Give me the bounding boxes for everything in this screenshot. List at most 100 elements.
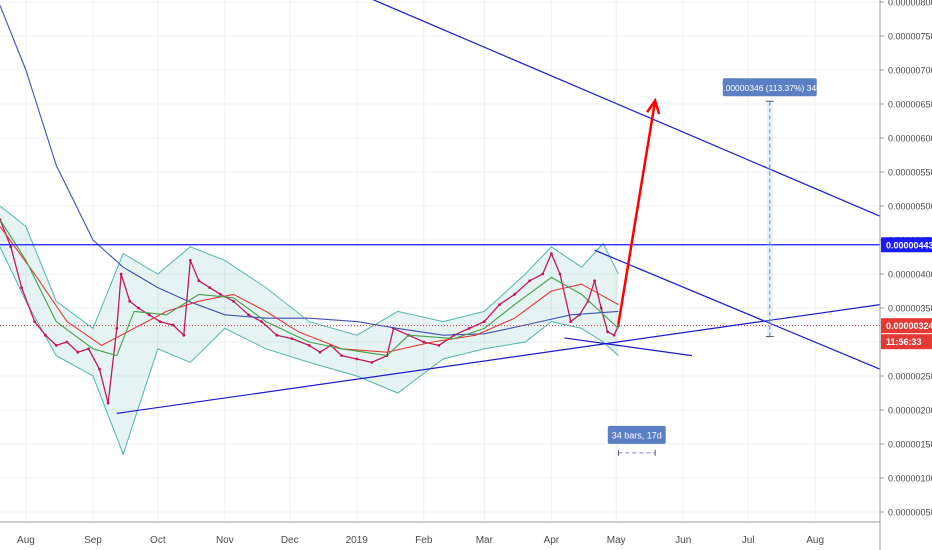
trend-line[interactable] [564,337,692,357]
series-line-moving-average-mid [0,219,619,357]
x-tick-label: 2019 [346,535,369,546]
y-tick-label: 0.00000700 [888,66,932,76]
price-point [9,245,13,249]
price-point [65,340,69,344]
x-tick-label: Jul [742,535,755,546]
projection-arrow-head[interactable] [646,97,661,115]
countdown-label: 11:56:33 [886,337,922,347]
price-point [106,401,110,405]
y-tick-label: 0.00000550 [888,168,932,178]
price-point [593,279,596,283]
price-point [513,293,516,296]
band-upper-line [0,205,619,336]
band-lower-line [0,246,619,456]
price-range-fill [766,101,773,337]
y-tick-label: 0.00000800 [888,0,932,8]
price-point [558,272,562,276]
trend-line[interactable] [116,304,881,414]
y-tick-label: 0.00000200 [888,406,932,416]
y-tick-label: 0.00000100 [888,474,932,484]
series-group [0,5,620,405]
countdown-label-box [881,334,932,350]
trend-line[interactable] [331,0,881,217]
price-point [76,350,80,354]
x-tick-label: Nov [216,535,234,546]
axes [0,0,881,550]
price-point [147,313,151,317]
date-range-label-box [607,425,666,444]
price-point [275,333,279,337]
y-tick-label: 0.00000150 [888,440,932,450]
price-point [569,320,573,323]
y-tick-label: 0.00000750 [888,32,932,42]
price-point [137,306,140,310]
x-tick-label: Jun [675,535,691,546]
y-tick-label: 0.00000050 [888,508,932,518]
price-point [44,333,47,337]
current-price-label: 0.00000324 [886,321,932,331]
y-tick-label: 0.00000400 [888,270,932,280]
price-point [182,333,186,337]
series-line-price [0,219,619,404]
series-line-moving-average-slow [0,5,619,336]
price-range-label-box [722,78,817,97]
y-tick-label: 0.00000650 [888,100,932,110]
price-point [467,327,471,330]
price-point [33,320,36,323]
x-tick-label: Aug [17,535,35,546]
price-point [20,286,23,289]
current-price-label-box [881,318,932,334]
price-point [119,272,123,276]
price-point [370,361,374,364]
drawings[interactable]: 0.00000346 (113.37%) 346 34 bars, 17d [0,0,881,456]
price-point [541,272,545,276]
bollinger-bands [0,205,619,456]
y-tick-label: 0.00000250 [888,372,932,382]
price-range-label: 0.00000346 (113.37%) 346 [719,83,822,93]
price-point [599,306,603,310]
price-point [247,313,251,317]
price-point [612,333,616,337]
price-point [318,350,322,354]
price-point [307,344,311,347]
price-point [171,323,175,327]
date-range-label: 34 bars, 17d [612,430,662,440]
price-point [232,299,235,303]
x-tick-label: Apr [544,535,560,546]
price-point [188,259,192,262]
x-axis-ticks: Aug Sep Oct Nov Dec 2019 Feb Mar Apr May Jun Jul Aug [17,535,824,546]
price-point [550,252,553,256]
price-point [355,357,359,361]
price-point [606,330,609,334]
x-tick-label: Sep [84,535,102,546]
price-point [340,354,343,357]
price-point [422,340,426,344]
price-point [208,286,212,289]
price-point [87,347,90,351]
price-point [219,293,222,296]
price-point [260,320,263,323]
band-fill [0,206,619,455]
trend-line[interactable] [594,249,881,370]
y-tick-label: 0.00000350 [888,304,932,314]
resistance-price-label-box [881,237,932,253]
price-point [528,279,532,283]
grid [0,0,880,522]
price-point [498,303,501,306]
price-point [158,320,162,323]
price-point [482,320,486,323]
x-tick-label: Feb [415,535,433,546]
price-point [128,299,132,303]
projection-arrow-shaft[interactable] [617,100,657,325]
y-tick-label: 0.00000500 [888,202,932,212]
price-point [290,337,294,340]
series-line-moving-average-fast [0,226,619,353]
resistance-price-label: 0.00000443 [886,240,932,250]
price-point [54,344,58,347]
price-point [197,279,201,283]
price-point [115,327,119,330]
price-labels: 0.00000443 0.00000324 11:56:33 [881,237,932,350]
x-tick-label: Aug [806,535,824,546]
x-tick-label: Oct [150,535,166,546]
